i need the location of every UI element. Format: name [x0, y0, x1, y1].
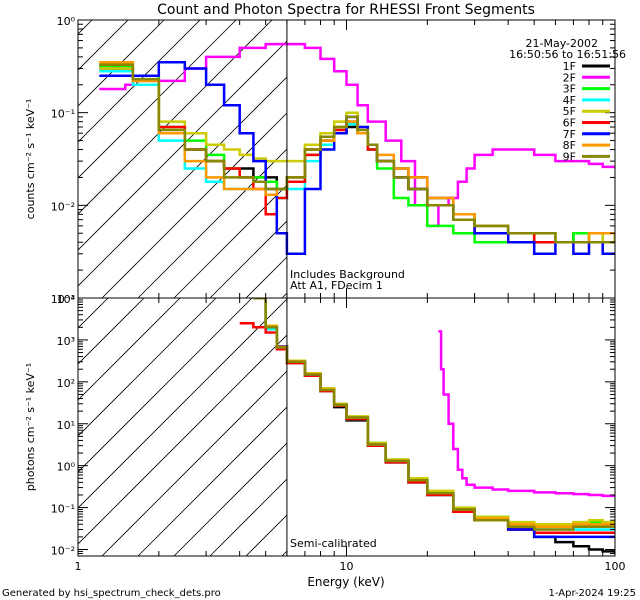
x-tick-label: 100 [605, 560, 626, 573]
annotation-includes-background: Includes Background [290, 268, 405, 281]
hatch-mask [286, 298, 615, 556]
legend-label-9f: 9F [563, 150, 576, 163]
legend-label-1f: 1F [563, 60, 576, 73]
hatch-line [78, 298, 217, 437]
y-tick-label: 10² [57, 377, 75, 390]
x-tick-label: 1 [75, 560, 82, 573]
axis-ticks: 1 10 100 10⁻³ 10⁻² 10⁻¹ 10⁰ 10⁻² 10⁻¹ 10⁰ 10¹ 10² 10… [51, 15, 626, 573]
footer-timestamp: 1-Apr-2024 19:25 [549, 588, 636, 599]
count-series-9f [99, 63, 615, 244]
legend-label-5f: 5F [563, 105, 576, 118]
hatch-line [78, 298, 289, 509]
x-axis-label: Energy (keV) [307, 575, 384, 589]
photon-series-group [239, 298, 615, 554]
count-series-2f [99, 42, 615, 228]
y-tick-label: 10⁻¹ [51, 108, 75, 121]
hatch-mask [286, 20, 615, 298]
y-axis-label-counts: counts cm⁻² s⁻¹ keV⁻¹ [24, 99, 37, 220]
hatch-line [78, 20, 129, 71]
hatch-line [78, 298, 145, 365]
hatch-line [78, 20, 345, 287]
hatched-region-bottom [78, 298, 615, 556]
chart-title: Count and Photon Spectra for RHESSI Fron… [157, 2, 535, 18]
hatch-line [78, 20, 309, 251]
footer-generator: Generated by hsi_spectrum_check_dets.pro [2, 588, 221, 599]
y-tick-label: 10⁴ [57, 293, 76, 306]
y-tick-label: 10⁻² [51, 200, 75, 213]
hatch-line [78, 20, 273, 215]
hatched-region-top [78, 20, 615, 298]
hatch-line [78, 20, 201, 143]
x-tick-label: 10 [340, 560, 354, 573]
hatch-line [78, 298, 325, 545]
y-tick-label: 10⁻² [51, 545, 75, 558]
observation-time-range: 16:50:56 to 16:51:56 [509, 48, 626, 61]
hatch-line [78, 20, 165, 107]
y-tick-label: 10⁰ [57, 461, 76, 474]
photon-series-2f [438, 330, 615, 498]
count-series-group [99, 42, 615, 256]
observation-date: 21-May-2002 [526, 37, 598, 50]
hatch-line [78, 298, 253, 473]
y-tick-label: 10¹ [57, 419, 75, 432]
legend-label-4f: 4F [563, 94, 576, 107]
annotation-attenuator: Att A1, FDecim 1 [290, 279, 383, 292]
legend-label-8f: 8F [563, 139, 576, 152]
hatch-line [78, 298, 109, 329]
legend-label-3f: 3F [563, 83, 576, 96]
y-tick-label: 10⁻¹ [51, 503, 75, 516]
legend-label-6f: 6F [563, 117, 576, 130]
y-axis-label-photons: photons cm⁻² s⁻¹ keV⁻¹ [24, 363, 37, 491]
legend-label-7f: 7F [563, 128, 576, 141]
hatch-line [78, 298, 181, 401]
y-tick-label: 10³ [57, 335, 75, 348]
y-tick-label: 10⁰ [57, 15, 76, 28]
annotation-semi-calibrated: Semi-calibrated [290, 537, 377, 550]
y-tick-label: 10⁻³ [51, 293, 75, 306]
legend-label-2f: 2F [563, 71, 576, 84]
